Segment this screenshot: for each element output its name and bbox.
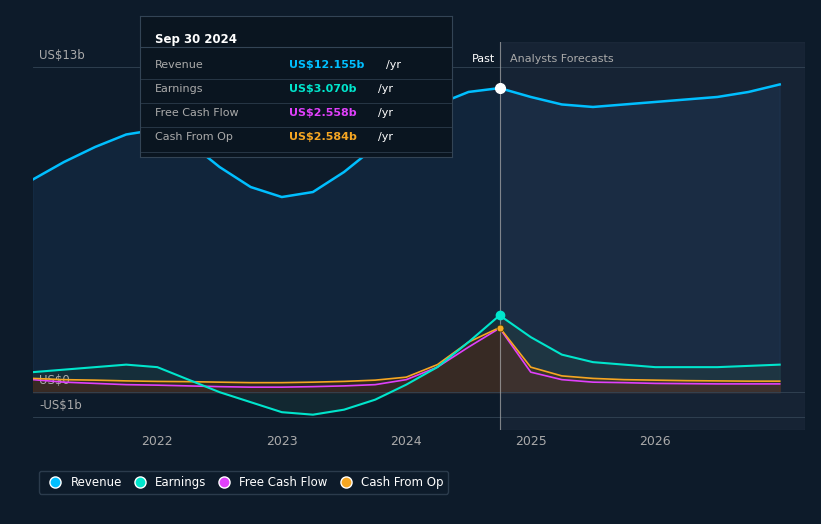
Text: Sep 30 2024: Sep 30 2024 — [155, 32, 237, 46]
Text: US$13b: US$13b — [39, 49, 85, 62]
Text: Past: Past — [471, 54, 494, 64]
Text: /yr: /yr — [378, 84, 392, 94]
Text: US$3.070b: US$3.070b — [289, 84, 357, 94]
Text: US$12.155b: US$12.155b — [289, 60, 365, 70]
Text: US$2.584b: US$2.584b — [289, 133, 357, 143]
Text: Free Cash Flow: Free Cash Flow — [155, 108, 239, 118]
Text: Revenue: Revenue — [155, 60, 204, 70]
Text: Cash From Op: Cash From Op — [155, 133, 233, 143]
Text: -US$1b: -US$1b — [39, 399, 82, 412]
Text: US$2.558b: US$2.558b — [289, 108, 357, 118]
Bar — [500, 42, 805, 430]
Text: /yr: /yr — [386, 60, 401, 70]
Text: US$0: US$0 — [39, 374, 70, 387]
Text: /yr: /yr — [378, 108, 392, 118]
Text: Earnings: Earnings — [155, 84, 204, 94]
Legend: Revenue, Earnings, Free Cash Flow, Cash From Op: Revenue, Earnings, Free Cash Flow, Cash … — [39, 471, 448, 494]
Text: Analysts Forecasts: Analysts Forecasts — [510, 54, 613, 64]
Text: /yr: /yr — [378, 133, 392, 143]
